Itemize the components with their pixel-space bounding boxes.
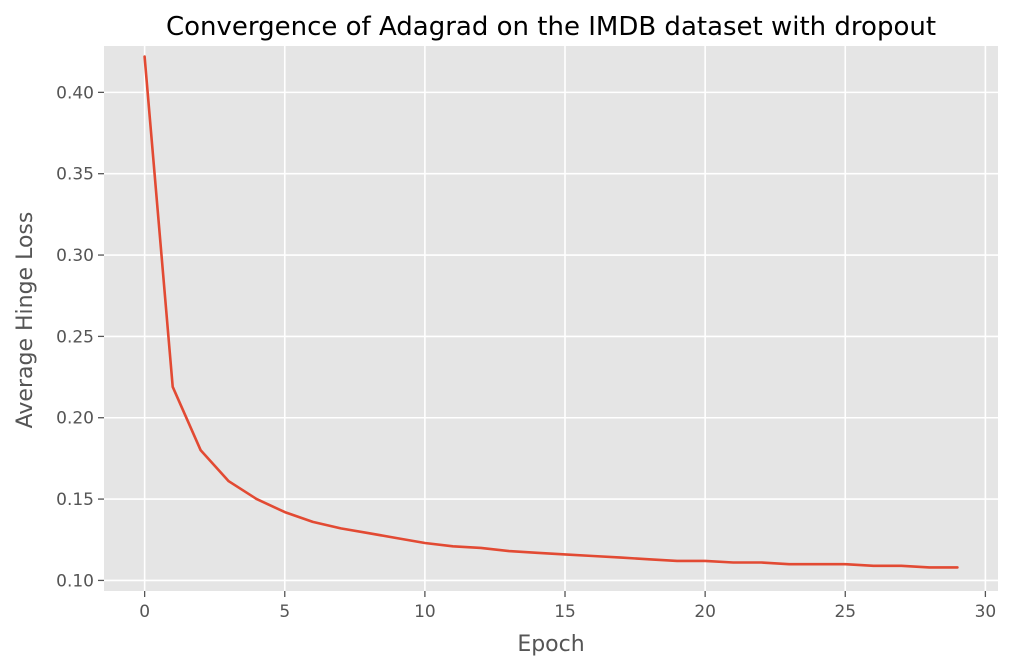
chart-title: Convergence of Adagrad on the IMDB datas… xyxy=(166,12,936,42)
x-tick-label: 30 xyxy=(975,602,997,622)
y-axis: 0.10 0.15 0.20 0.25 0.30 0.35 0.40 xyxy=(56,83,104,591)
y-tick-label: 0.35 xyxy=(56,165,94,185)
y-axis-label: Average Hinge Loss xyxy=(13,212,38,429)
y-tick-label: 0.10 xyxy=(56,571,94,591)
y-tick-label: 0.40 xyxy=(56,83,94,103)
x-tick-label: 10 xyxy=(414,602,436,622)
x-axis-label: Epoch xyxy=(517,632,584,657)
x-tick-label: 5 xyxy=(279,602,290,622)
series-line xyxy=(143,55,959,569)
plot-area xyxy=(104,46,998,591)
y-tick-label: 0.15 xyxy=(56,490,94,510)
y-tick-label: 0.20 xyxy=(56,409,94,429)
x-tick-label: 15 xyxy=(554,602,576,622)
grid xyxy=(104,46,998,591)
x-tick-label: 20 xyxy=(694,602,716,622)
x-tick-label: 0 xyxy=(139,602,150,622)
y-tick-label: 0.30 xyxy=(56,246,94,266)
series-layer xyxy=(143,55,959,569)
x-axis: 0 5 10 15 20 25 30 xyxy=(139,591,996,622)
x-tick-label: 25 xyxy=(834,602,856,622)
y-tick-label: 0.25 xyxy=(56,327,94,347)
